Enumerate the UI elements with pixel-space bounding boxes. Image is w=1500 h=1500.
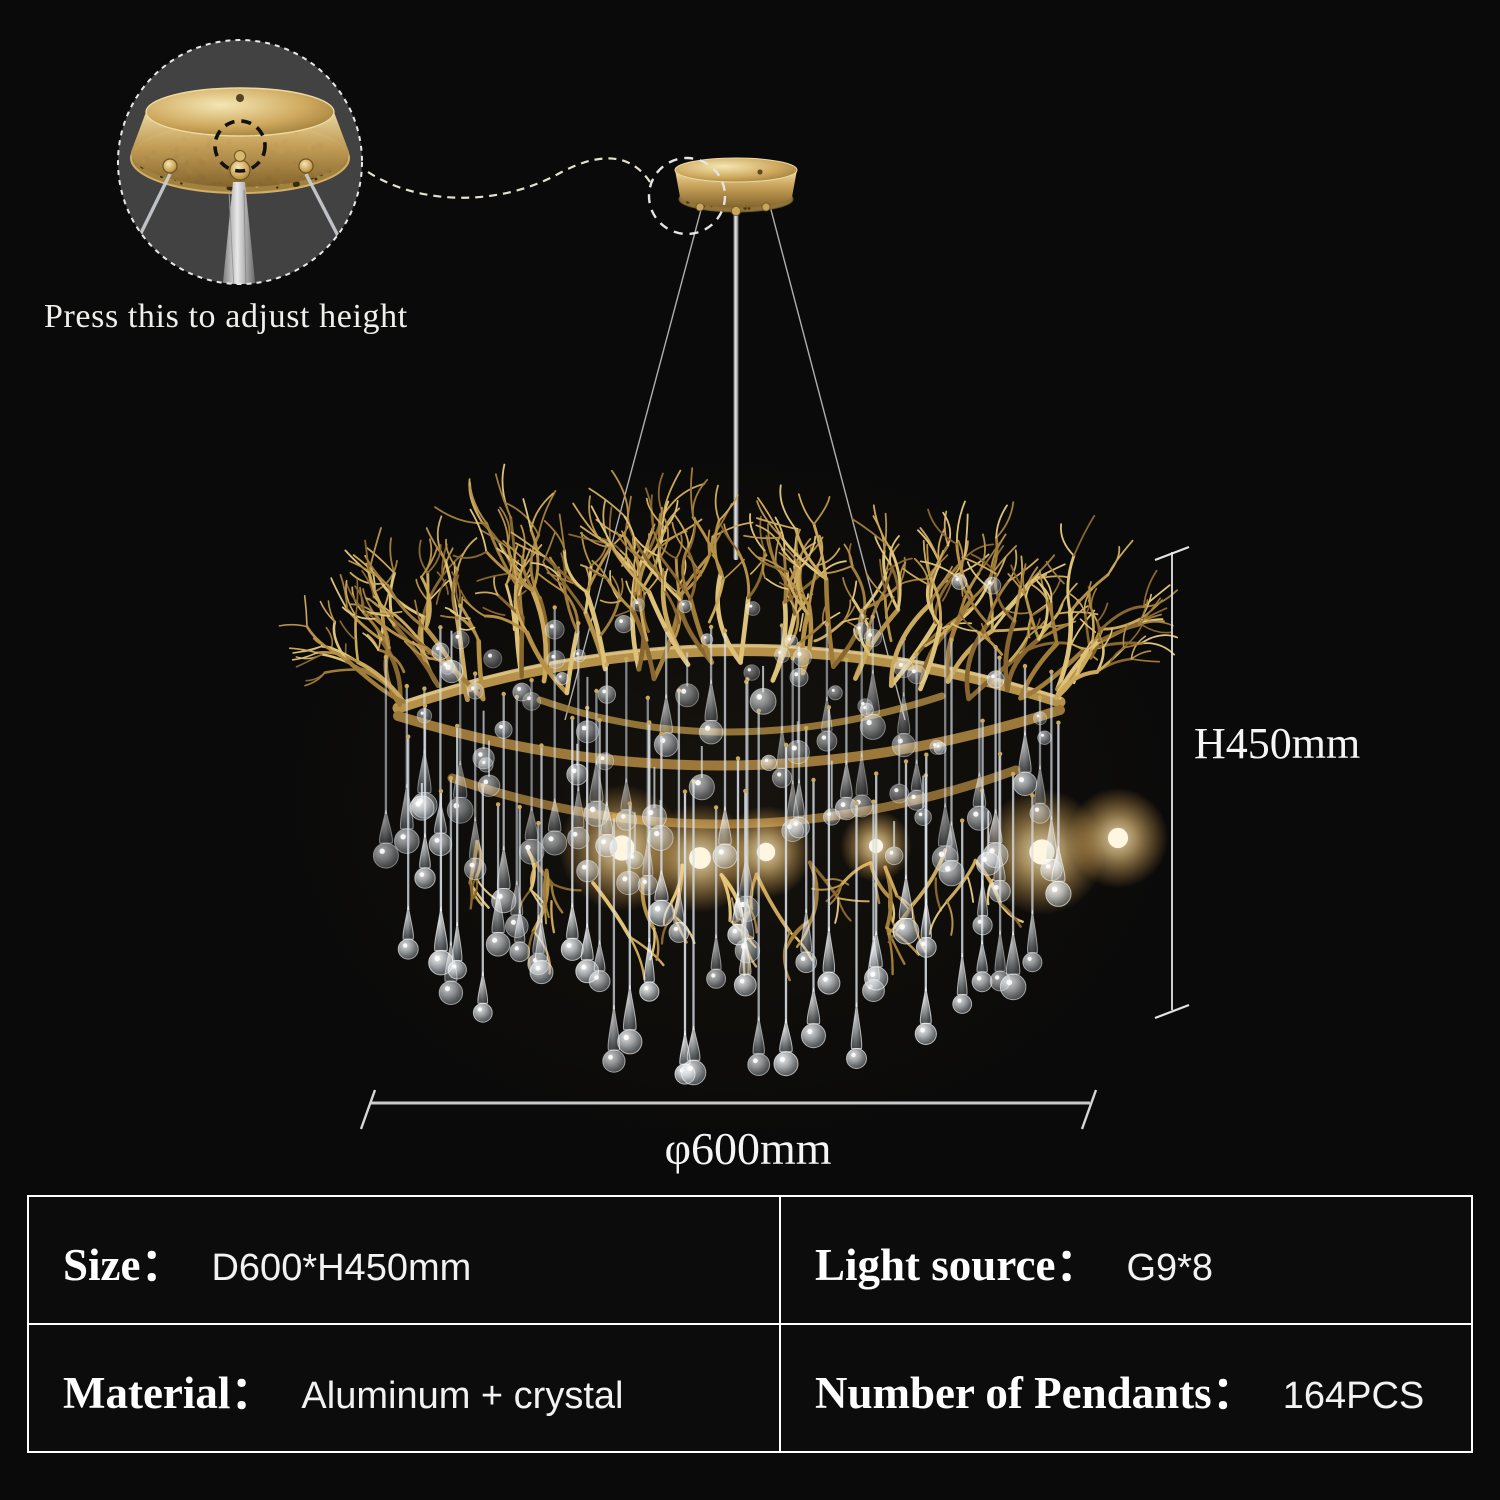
spec-value-light-source: G9*8 [1126,1246,1214,1289]
crystal-drops [372,574,1072,1086]
hanging-rod [733,210,739,560]
spec-label-size: Size： [63,1239,186,1290]
spec-cell-light-source: Light source： G9*8 [779,1195,1473,1325]
diameter-dimension-label: φ600mm [664,1123,832,1174]
spec-table: Size： D600*H450mm Light source： G9*8 Mater… [27,1195,1473,1453]
suspension-assembly [564,156,906,721]
ceiling-canopy [674,157,798,216]
height-adjust-caption: Press this to adjust height [44,298,408,335]
spec-label-light-source: Light source： [815,1239,1101,1290]
spec-row-2: Material： Aluminum + crystal Number of Pe… [27,1323,1473,1453]
spec-cell-size: Size： D600*H450mm [27,1195,781,1325]
spec-cell-pendants: Number of Pendants： 164PCS [779,1323,1473,1453]
height-dimension-label: H450mm [1194,719,1361,768]
press-point-highlight-circle [213,119,267,173]
spec-label-material: Material： [63,1367,276,1418]
inset-connector-line [367,157,651,199]
adjuster-highlight-circle [647,156,727,236]
canopy-detail-inset [117,39,363,285]
spec-value-size: D600*H450mm [211,1246,472,1289]
spec-value-pendants: 164PCS [1282,1374,1425,1417]
spec-label-pendants: Number of Pendants： [815,1367,1257,1418]
spec-cell-material: Material： Aluminum + crystal [27,1323,781,1453]
spec-row-1: Size： D600*H450mm Light source： G9*8 [27,1195,1473,1325]
spec-value-material: Aluminum + crystal [301,1374,624,1417]
dimension-lines [359,545,1190,1130]
